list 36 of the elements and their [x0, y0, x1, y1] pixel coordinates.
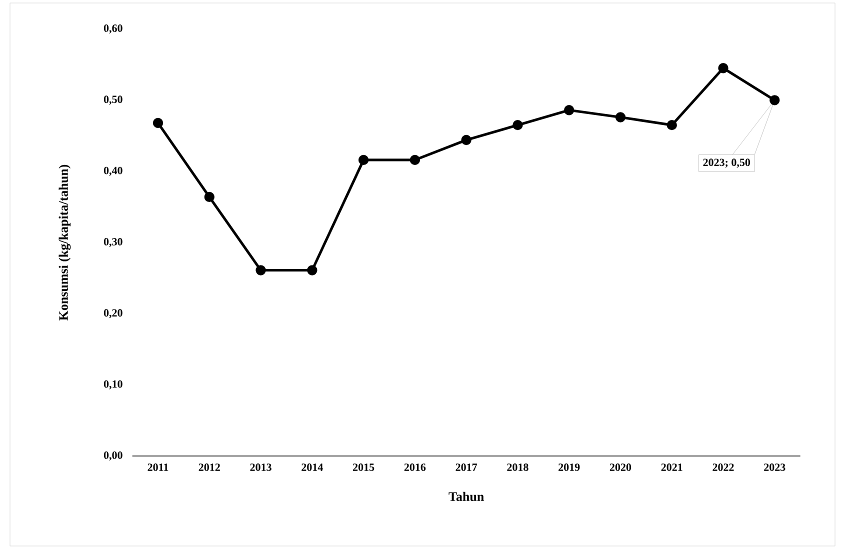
- point: [564, 105, 574, 116]
- y-tick-label: 0,20: [104, 309, 122, 318]
- x-tick-label: 2023: [764, 464, 786, 471]
- point: [152, 118, 164, 128]
- y-tick-label: 0,50: [104, 96, 122, 105]
- x-tick-label: 2021: [661, 464, 682, 471]
- x-tick-label: 2011: [148, 464, 168, 471]
- y-tick-label: 0,60: [104, 24, 122, 34]
- point: [770, 95, 780, 106]
- x-tick-label: 2019: [558, 464, 580, 471]
- x-tick-label: 2020: [610, 464, 632, 471]
- point: [307, 265, 318, 276]
- y-tick-label: 0,10: [104, 380, 122, 390]
- point: [256, 265, 266, 276]
- x-axis-title: Tahun: [448, 492, 484, 501]
- x-tick-label: 2022: [712, 464, 734, 471]
- x-tick-label: 2015: [353, 464, 374, 471]
- x-tick-label: 2016: [404, 464, 426, 471]
- x-tick-label: 2013: [250, 464, 272, 471]
- point: [410, 154, 420, 166]
- annotation: 2023; 0,50: [703, 158, 750, 168]
- x-tick-label: 2014: [302, 464, 323, 471]
- point: [461, 134, 472, 146]
- point: [204, 192, 214, 202]
- y-tick-label: 0,30: [104, 238, 122, 248]
- x-tick-label: 2018: [507, 464, 528, 471]
- y-tick-label: 0,00: [104, 452, 122, 461]
- y-tick-label: 0,40: [104, 166, 122, 176]
- x-tick-label: 2017: [456, 464, 478, 471]
- point: [358, 154, 369, 166]
- point: [512, 120, 523, 130]
- point: [666, 120, 677, 130]
- point: [615, 112, 626, 122]
- point: [718, 63, 728, 74]
- y-axis-title: Konsumsi (kg/kapita/tahun): [58, 164, 71, 320]
- x-tick-label: 2012: [198, 464, 220, 471]
